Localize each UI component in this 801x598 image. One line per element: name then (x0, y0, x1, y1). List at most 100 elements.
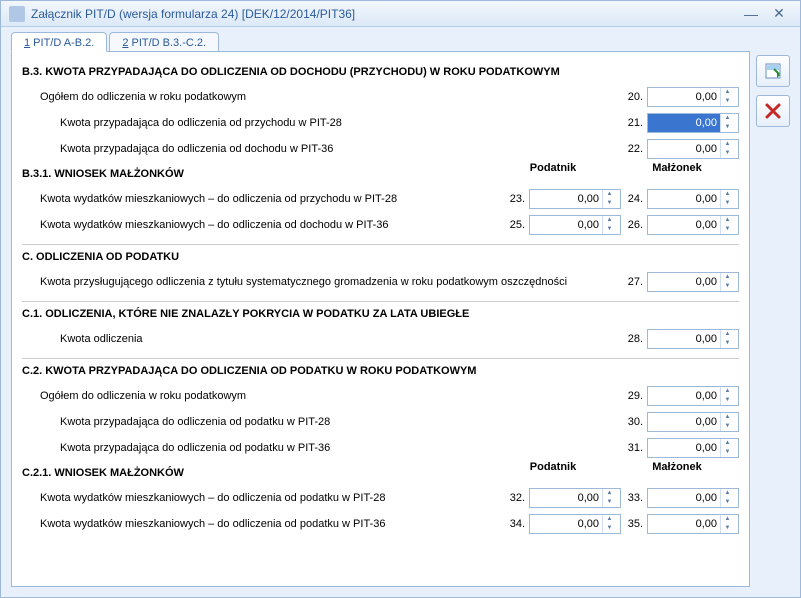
spinner-35[interactable]: ▲▼ (720, 515, 734, 533)
row-22: Kwota przypadająca do odliczenia od doch… (22, 136, 739, 162)
fieldnum-33: 33. (621, 492, 647, 504)
row-25: Kwota wydatków mieszkaniowych – do odlic… (22, 212, 739, 238)
app-icon (9, 6, 25, 22)
section-c: C. ODLICZENIA OD PODATKU (22, 251, 739, 263)
input-28-field[interactable] (648, 330, 720, 348)
row-31: Kwota przypadająca do odliczenia od poda… (22, 435, 739, 461)
input-20-field[interactable] (648, 88, 720, 106)
input-25-field[interactable] (530, 216, 602, 234)
input-29[interactable]: ▲▼ (647, 386, 739, 406)
spinner-21[interactable]: ▲▼ (720, 114, 734, 132)
input-31[interactable]: ▲▼ (647, 438, 739, 458)
divider-3 (22, 358, 739, 359)
input-22-field[interactable] (648, 140, 720, 158)
input-30-field[interactable] (648, 413, 720, 431)
input-34-field[interactable] (530, 515, 602, 533)
input-32-field[interactable] (530, 489, 602, 507)
cancel-icon (764, 102, 782, 120)
input-26[interactable]: ▲▼ (647, 215, 739, 235)
fieldnum-31: 31. (621, 442, 647, 454)
form-content: B.3. KWOTA PRZYPADAJĄCA DO ODLICZENIA OD… (11, 51, 750, 587)
input-30[interactable]: ▲▼ (647, 412, 739, 432)
input-24-field[interactable] (648, 190, 720, 208)
label-30: Kwota przypadająca do odliczenia od poda… (22, 416, 621, 428)
input-26-field[interactable] (648, 216, 720, 234)
input-22[interactable]: ▲▼ (647, 139, 739, 159)
spinner-22[interactable]: ▲▼ (720, 140, 734, 158)
fieldnum-34: 34. (503, 518, 529, 530)
spinner-24[interactable]: ▲▼ (720, 190, 734, 208)
tab-2[interactable]: 2 PIT/D B.3.-C.2. (109, 32, 219, 52)
row-34: Kwota wydatków mieszkaniowych – do odlic… (22, 511, 739, 537)
input-31-field[interactable] (648, 439, 720, 457)
spinner-27[interactable]: ▲▼ (720, 273, 734, 291)
spinner-32[interactable]: ▲▼ (602, 489, 616, 507)
input-27[interactable]: ▲▼ (647, 272, 739, 292)
col-malzonek-2: Małżonek (615, 461, 739, 485)
fieldnum-22: 22. (621, 143, 647, 155)
col-malzonek: Małżonek (615, 162, 739, 186)
input-25[interactable]: ▲▼ (529, 215, 621, 235)
spinner-29[interactable]: ▲▼ (720, 387, 734, 405)
section-c1: C.1. ODLICZENIA, KTÓRE NIE ZNALAZŁY POKR… (22, 308, 739, 320)
input-20[interactable]: ▲▼ (647, 87, 739, 107)
input-35-field[interactable] (648, 515, 720, 533)
input-33[interactable]: ▲▼ (647, 488, 739, 508)
save-button[interactable] (756, 55, 790, 87)
row-21: Kwota przypadająca do odliczenia od przy… (22, 110, 739, 136)
spinner-26[interactable]: ▲▼ (720, 216, 734, 234)
spinner-28[interactable]: ▲▼ (720, 330, 734, 348)
row-20: Ogółem do odliczenia w roku podatkowym 2… (22, 84, 739, 110)
input-35[interactable]: ▲▼ (647, 514, 739, 534)
close-button[interactable]: ✕ (766, 5, 792, 23)
label-31: Kwota przypadająca do odliczenia od poda… (22, 442, 621, 454)
titlebar: Załącznik PIT/D (wersja formularza 24) [… (1, 1, 800, 27)
input-27-field[interactable] (648, 273, 720, 291)
divider-1 (22, 244, 739, 245)
label-22: Kwota przypadająca do odliczenia od doch… (22, 143, 621, 155)
row-32: Kwota wydatków mieszkaniowych – do odlic… (22, 485, 739, 511)
spinner-20[interactable]: ▲▼ (720, 88, 734, 106)
label-34: Kwota wydatków mieszkaniowych – do odlic… (22, 518, 503, 530)
label-27: Kwota przysługującego odliczenia z tytuł… (22, 276, 621, 288)
title-bracket: [DEK/12/2014/PIT36] (242, 7, 355, 21)
input-24[interactable]: ▲▼ (647, 189, 739, 209)
spinner-23[interactable]: ▲▼ (602, 190, 616, 208)
fieldnum-35: 35. (621, 518, 647, 530)
label-25: Kwota wydatków mieszkaniowych – do odlic… (22, 219, 503, 231)
label-29: Ogółem do odliczenia w roku podatkowym (22, 390, 621, 402)
input-23[interactable]: ▲▼ (529, 189, 621, 209)
cancel-button[interactable] (756, 95, 790, 127)
input-34[interactable]: ▲▼ (529, 514, 621, 534)
fieldnum-23: 23. (503, 193, 529, 205)
fieldnum-26: 26. (621, 219, 647, 231)
input-21[interactable]: ▲▼ (647, 113, 739, 133)
row-29: Ogółem do odliczenia w roku podatkowym 2… (22, 383, 739, 409)
section-b3: B.3. KWOTA PRZYPADAJĄCA DO ODLICZENIA OD… (22, 66, 739, 78)
tab-strip: 1 PIT/D A-B.2. 2 PIT/D B.3.-C.2. (1, 27, 800, 51)
fieldnum-30: 30. (621, 416, 647, 428)
input-23-field[interactable] (530, 190, 602, 208)
spinner-34[interactable]: ▲▼ (602, 515, 616, 533)
section-b31: B.3.1. WNIOSEK MAŁŻONKÓW (22, 168, 491, 180)
window-title: Załącznik PIT/D (wersja formularza 24) [… (31, 7, 736, 21)
fieldnum-28: 28. (621, 333, 647, 345)
tab-1[interactable]: 1 PIT/D A-B.2. (11, 32, 107, 52)
input-29-field[interactable] (648, 387, 720, 405)
label-20: Ogółem do odliczenia w roku podatkowym (22, 91, 621, 103)
fieldnum-20: 20. (621, 91, 647, 103)
section-c21: C.2.1. WNIOSEK MAŁŻONKÓW (22, 467, 491, 479)
input-21-field[interactable] (648, 114, 720, 132)
input-33-field[interactable] (648, 489, 720, 507)
spinner-31[interactable]: ▲▼ (720, 439, 734, 457)
spinner-25[interactable]: ▲▼ (602, 216, 616, 234)
fieldnum-25: 25. (503, 219, 529, 231)
form-window: Załącznik PIT/D (wersja formularza 24) [… (0, 0, 801, 598)
minimize-button[interactable]: — (738, 5, 764, 23)
spinner-33[interactable]: ▲▼ (720, 489, 734, 507)
col-podatnik: Podatnik (491, 162, 615, 186)
input-28[interactable]: ▲▼ (647, 329, 739, 349)
spinner-30[interactable]: ▲▼ (720, 413, 734, 431)
row-23: Kwota wydatków mieszkaniowych – do odlic… (22, 186, 739, 212)
input-32[interactable]: ▲▼ (529, 488, 621, 508)
